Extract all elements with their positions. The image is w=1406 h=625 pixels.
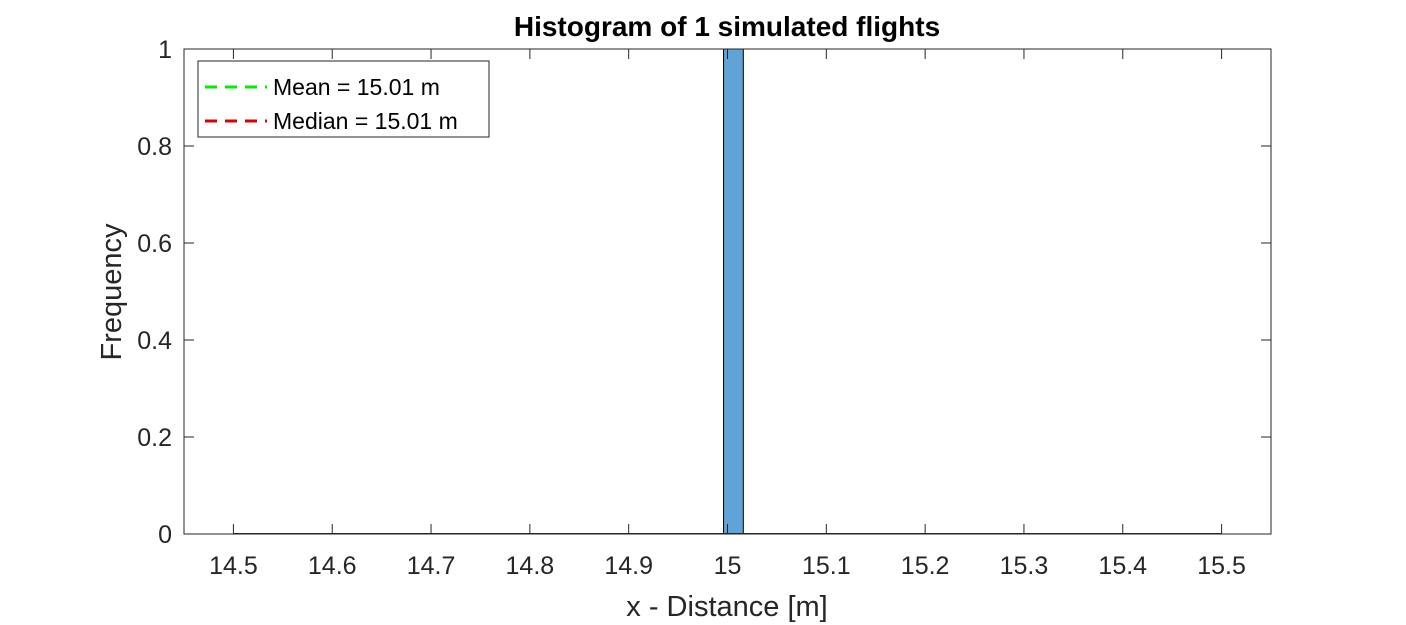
- x-tick-label: 15.3: [1000, 552, 1049, 580]
- legend-median-label: Median = 15.01 m: [273, 108, 458, 134]
- y-axis-label: Frequency: [96, 223, 128, 361]
- legend-box: [197, 60, 490, 138]
- x-tick-label: 14.6: [308, 552, 357, 580]
- x-tick-label: 14.5: [209, 552, 258, 580]
- x-tick-label: 15.2: [901, 552, 950, 580]
- legend: Mean = 15.01 m Median = 15.01 m: [197, 60, 490, 138]
- x-tick-label: 14.8: [506, 552, 555, 580]
- x-tick-label: 15.4: [1098, 552, 1147, 580]
- chart-title: Histogram of 1 simulated flights: [514, 11, 940, 42]
- x-tick-label: 15.5: [1197, 552, 1246, 580]
- axes-box: [183, 48, 1272, 535]
- y-tick-label: 0.4: [137, 327, 172, 355]
- legend-mean-label: Mean = 15.01 m: [273, 74, 440, 100]
- y-tick-label: 0.6: [137, 230, 172, 258]
- y-tick-label: 0: [158, 521, 172, 549]
- axis-ticks: 14.5 14.6 14.7 14.8 14.9 15 15.1 15.2 15.3 15.4 15…: [137, 36, 1271, 580]
- x-tick-label: 14.9: [604, 552, 653, 580]
- x-tick-label: 14.7: [407, 552, 456, 580]
- y-tick-label: 0.2: [137, 424, 172, 452]
- histogram-bar: [723, 48, 744, 535]
- y-tick-label: 0.8: [137, 133, 172, 161]
- x-tick-label: 15.1: [802, 552, 851, 580]
- y-tick-label: 1: [158, 36, 172, 64]
- x-axis-label: x - Distance [m]: [626, 591, 827, 623]
- x-tick-label: 15: [714, 552, 742, 580]
